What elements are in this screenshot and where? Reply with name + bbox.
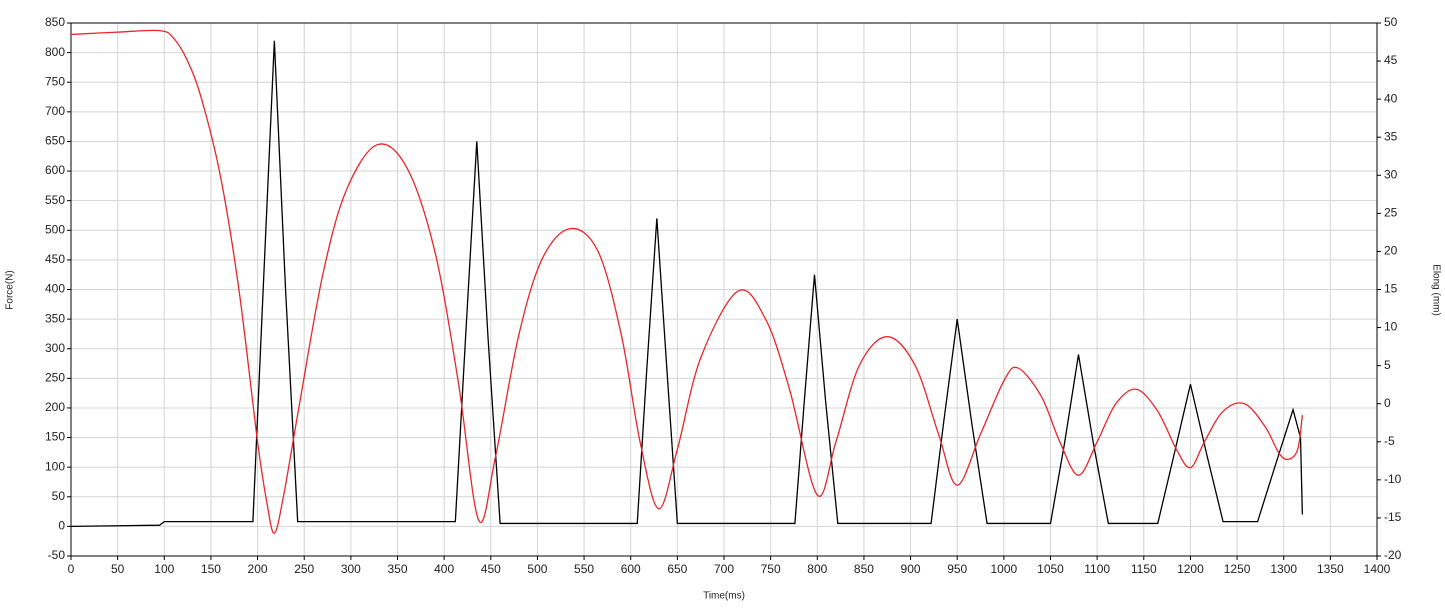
x-tick-label: 1050 [1037,562,1064,576]
x-tick-label: 1400 [1364,562,1391,576]
x-tick-label: 550 [574,562,594,576]
x-tick-label: 450 [481,562,501,576]
y-tick-label: 150 [45,430,65,444]
x-tick-label: 50 [111,562,125,576]
x-tick-label: 1250 [1224,562,1251,576]
data-line [70,29,1304,534]
data-line [70,40,1304,528]
x-tick-label: 600 [621,562,641,576]
y-tick-label: 550 [45,193,65,207]
x-tick-label: 350 [387,562,407,576]
y-tick-label: 850 [45,15,65,29]
y-tick-label: 300 [45,341,65,355]
y2-tick-label: 40 [1384,91,1398,105]
y2-tick-label: 45 [1384,53,1398,67]
x-tick-label: 1200 [1177,562,1204,576]
y-axis-label: Force(N) [5,270,16,309]
y2-tick-label: 5 [1384,358,1391,372]
y-tick-label: 50 [52,489,66,503]
x-tick-label: 250 [294,562,314,576]
x-tick-label: 500 [527,562,547,576]
y2-tick-label: -15 [1384,510,1402,524]
x-axis-label: Time(ms) [703,591,745,602]
x-tick-label: 650 [667,562,687,576]
plot-frame [70,22,1378,557]
y2-tick-label: 25 [1384,206,1398,220]
y-tick-label: 200 [45,400,65,414]
y2-tick-label: 30 [1384,167,1398,181]
y-tick-label: 450 [45,252,65,266]
x-tick-label: 950 [947,562,967,576]
y-tick-label: 250 [45,371,65,385]
y-tick-label: 350 [45,311,65,325]
y2-tick-label: 10 [1384,320,1398,334]
y-tick-label: 700 [45,104,65,118]
x-tick-label: 850 [854,562,874,576]
x-tick-label: 800 [807,562,827,576]
x-tick-label: 1350 [1317,562,1344,576]
y-tick-label: 400 [45,282,65,296]
y-tick-label: 800 [45,45,65,59]
y2-tick-label: 20 [1384,244,1398,258]
y2-tick-label: 15 [1384,282,1398,296]
y2-tick-label: -20 [1384,548,1402,562]
x-tick-label: 400 [434,562,454,576]
x-tick-label: 200 [248,562,268,576]
y2-tick-label: 0 [1384,396,1391,410]
x-tick-label: 1300 [1270,562,1297,576]
x-tick-label: 1000 [991,562,1018,576]
x-tick-label: 750 [761,562,781,576]
y2-tick-label: -5 [1384,434,1395,448]
x-tick-label: 1100 [1084,562,1110,576]
y-tick-label: 0 [58,519,65,533]
y-tick-label: -50 [48,548,66,562]
x-tick-label: 700 [714,562,734,576]
y2-axis-label: Elong (mm) [1430,264,1441,316]
y-tick-label: 500 [45,222,65,236]
x-tick-label: 150 [201,562,221,576]
x-tick-label: 100 [154,562,174,576]
y-tick-label: 750 [45,74,65,88]
x-tick-label: 300 [341,562,361,576]
y2-tick-label: -10 [1384,472,1402,486]
y-tick-label: 600 [45,163,65,177]
y2-tick-label: 35 [1384,129,1398,143]
y2-tick-label: 50 [1384,15,1398,29]
x-tick-label: 900 [901,562,921,576]
x-tick-label: 0 [68,562,75,576]
y-tick-label: 650 [45,134,65,148]
y-tick-label: 100 [45,459,65,473]
x-tick-label: 1150 [1131,562,1157,576]
